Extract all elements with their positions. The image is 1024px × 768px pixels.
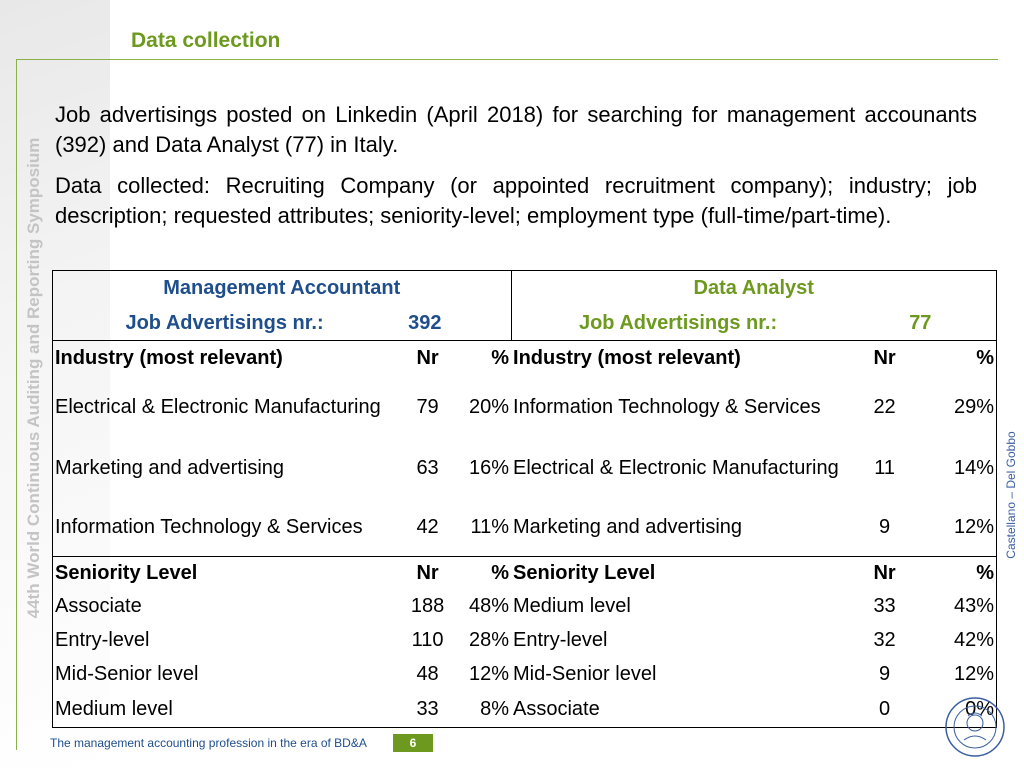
da-seniority-name: Associate bbox=[513, 697, 600, 720]
ma-job-label: Job Advertisings nr.: bbox=[125, 311, 324, 334]
da-industry-pct: 12% bbox=[953, 515, 994, 538]
da-pct-header: % bbox=[924, 340, 997, 377]
ma-industry-name: Information Technology & Services bbox=[55, 515, 363, 538]
da-job-label: Job Advertisings nr.: bbox=[578, 311, 778, 334]
ma-pct-header: % bbox=[459, 340, 512, 377]
da-seniority-pct: 12% bbox=[953, 663, 994, 685]
da-industry-name: Electrical & Electronic Manufacturing bbox=[513, 457, 839, 479]
ma-seniority-nr: 110 bbox=[411, 629, 444, 651]
ma-industry-nr: 79 bbox=[416, 396, 439, 418]
da-nr-header: Nr bbox=[844, 340, 925, 377]
intro-paragraph: Job advertisings posted on Linkedin (Apr… bbox=[55, 102, 977, 157]
ma-seniority-name: Associate bbox=[55, 595, 142, 617]
da-seniority-name: Mid-Senior level bbox=[513, 663, 657, 685]
table-row: Information Technology & Services 42 11%… bbox=[53, 499, 997, 557]
table-row: Mid-Senior level 48 12% Mid-Senior level… bbox=[53, 658, 997, 692]
da-job-count: 77 bbox=[909, 311, 932, 334]
da-seniority-header: Seniority Level bbox=[511, 556, 845, 590]
side-divider bbox=[16, 60, 17, 750]
side-band bbox=[0, 0, 110, 768]
ma-nr-header: Nr bbox=[396, 340, 460, 377]
ma-industry-pct: 11% bbox=[470, 515, 510, 538]
data-collected-paragraph: Data collected: Recruiting Company (or a… bbox=[55, 173, 977, 228]
ma-industry-name: Electrical & Electronic Manufacturing bbox=[55, 396, 381, 418]
table-row: Entry-level 110 28% Entry-level 32 42% bbox=[53, 624, 997, 658]
da-industry-name: Information Technology & Services bbox=[513, 396, 821, 418]
da-seniority-pct-header: % bbox=[924, 556, 997, 590]
ma-seniority-name: Mid-Senior level bbox=[55, 663, 199, 685]
ma-industry-header: Industry (most relevant) bbox=[52, 340, 397, 377]
ma-industry-nr: 63 bbox=[416, 457, 439, 479]
da-industry-nr: 9 bbox=[879, 515, 891, 538]
page-number: 6 bbox=[393, 734, 433, 752]
ma-seniority-name: Medium level bbox=[55, 697, 173, 720]
data-analyst-header: Data Analyst bbox=[693, 277, 814, 300]
university-seal-icon bbox=[945, 697, 1005, 757]
da-seniority-nr: 9 bbox=[879, 663, 891, 685]
ma-industry-nr: 42 bbox=[416, 515, 439, 538]
title-underline bbox=[16, 59, 998, 60]
ma-seniority-nr: 188 bbox=[410, 595, 445, 617]
da-seniority-nr-header: Nr bbox=[844, 556, 925, 590]
ma-seniority-pct: 48% bbox=[468, 595, 510, 617]
da-industry-nr: 22 bbox=[873, 396, 896, 418]
symposium-vertical-text: 44th World Continuous Auditing and Repor… bbox=[24, 137, 43, 619]
da-seniority-name: Medium level bbox=[513, 595, 631, 617]
page-title: Data collection bbox=[131, 29, 281, 52]
ma-seniority-pct-header: % bbox=[459, 556, 512, 590]
ma-seniority-nr: 48 bbox=[416, 663, 439, 685]
table-row: Associate 188 48% Medium level 33 43% bbox=[53, 590, 997, 624]
ma-seniority-pct: 12% bbox=[468, 663, 510, 685]
da-seniority-pct: 42% bbox=[953, 629, 994, 651]
ma-seniority-pct: 28% bbox=[468, 629, 510, 651]
da-industry-name: Marketing and advertising bbox=[513, 515, 743, 538]
da-seniority-pct: 0% bbox=[965, 697, 994, 720]
table-row: Medium level 33 8% Associate 0 0% bbox=[53, 692, 997, 728]
table-row: Electrical & Electronic Manufacturing 79… bbox=[53, 377, 997, 439]
ma-job-count: 392 bbox=[396, 306, 512, 341]
ma-industry-name: Marketing and advertising bbox=[55, 457, 285, 479]
da-industry-header: Industry (most relevant) bbox=[511, 340, 845, 377]
ma-seniority-header: Seniority Level bbox=[52, 556, 397, 590]
da-industry-nr: 11 bbox=[874, 457, 895, 479]
da-seniority-nr: 33 bbox=[873, 595, 896, 617]
footer-text: The management accounting profession in … bbox=[50, 736, 367, 750]
da-seniority-pct: 43% bbox=[953, 595, 994, 617]
ma-seniority-nr: 33 bbox=[416, 697, 439, 720]
da-seniority-nr: 0 bbox=[879, 697, 891, 720]
comparison-table: Management Accountant Data Analyst Job A… bbox=[52, 270, 997, 728]
ma-seniority-name: Entry-level bbox=[55, 629, 150, 651]
management-accountant-header: Management Accountant bbox=[52, 270, 512, 307]
da-seniority-name: Entry-level bbox=[513, 629, 608, 651]
ma-industry-pct: 16% bbox=[468, 457, 510, 479]
authors-vertical-text: Castellano – Del Gobbo bbox=[1004, 431, 1018, 559]
table-row: Marketing and advertising 63 16% Electri… bbox=[53, 439, 997, 499]
ma-industry-pct: 20% bbox=[468, 396, 510, 418]
ma-seniority-pct: 8% bbox=[480, 697, 510, 720]
da-industry-pct: 14% bbox=[953, 457, 994, 479]
da-industry-pct: 29% bbox=[953, 396, 994, 418]
ma-seniority-nr-header: Nr bbox=[396, 556, 460, 590]
da-seniority-nr: 32 bbox=[873, 629, 896, 651]
